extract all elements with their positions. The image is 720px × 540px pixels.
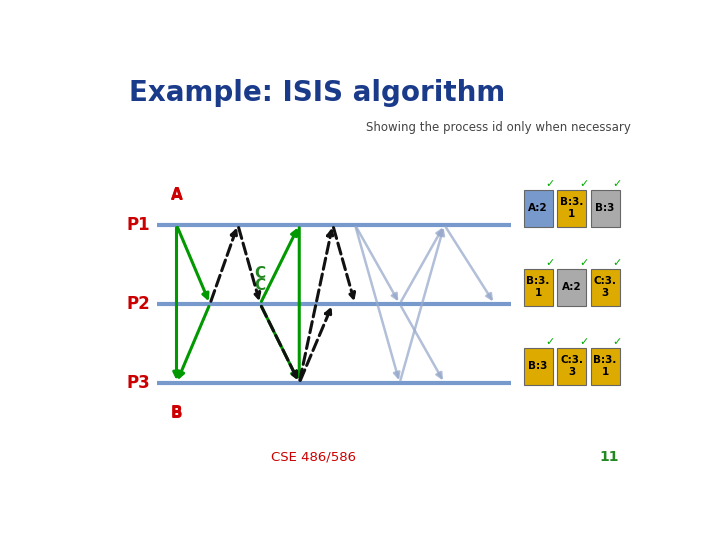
FancyBboxPatch shape	[590, 348, 619, 385]
Text: B: B	[171, 406, 182, 421]
FancyBboxPatch shape	[557, 348, 586, 385]
Text: Example: ISIS algorithm: Example: ISIS algorithm	[129, 79, 505, 107]
Text: B:3: B:3	[528, 361, 548, 372]
Text: P1: P1	[126, 216, 150, 234]
Text: ✓: ✓	[579, 179, 588, 189]
FancyBboxPatch shape	[523, 268, 552, 306]
Text: A: A	[171, 188, 182, 203]
Text: ✓: ✓	[613, 337, 622, 347]
Text: 11: 11	[599, 450, 618, 464]
Text: B:3.
1: B:3. 1	[593, 355, 617, 377]
Text: ✓: ✓	[613, 258, 622, 268]
Text: A:2: A:2	[528, 203, 548, 213]
Text: C:3.
3: C:3. 3	[560, 355, 583, 377]
FancyBboxPatch shape	[557, 268, 586, 306]
Text: ✓: ✓	[546, 337, 555, 347]
Text: C:3.
3: C:3. 3	[593, 276, 616, 298]
Text: ✓: ✓	[579, 337, 588, 347]
Text: ✓: ✓	[613, 179, 622, 189]
Text: A:2: A:2	[562, 282, 581, 292]
Text: CSE 486/586: CSE 486/586	[271, 451, 356, 464]
Text: B:3.
1: B:3. 1	[560, 198, 583, 219]
Text: A: A	[171, 187, 182, 202]
Text: B:3.
1: B:3. 1	[526, 276, 550, 298]
Text: C: C	[255, 279, 266, 294]
Text: P3: P3	[126, 374, 150, 392]
Text: ✓: ✓	[546, 179, 555, 189]
Text: B: B	[171, 404, 182, 420]
Text: C: C	[255, 266, 266, 281]
FancyBboxPatch shape	[523, 348, 552, 385]
FancyBboxPatch shape	[523, 190, 552, 227]
FancyBboxPatch shape	[590, 190, 619, 227]
Text: B:3: B:3	[595, 203, 615, 213]
Text: P2: P2	[126, 295, 150, 313]
FancyBboxPatch shape	[590, 268, 619, 306]
FancyBboxPatch shape	[557, 190, 586, 227]
Text: Showing the process id only when necessary: Showing the process id only when necessa…	[366, 121, 631, 134]
Text: ✓: ✓	[546, 258, 555, 268]
Text: ✓: ✓	[579, 258, 588, 268]
